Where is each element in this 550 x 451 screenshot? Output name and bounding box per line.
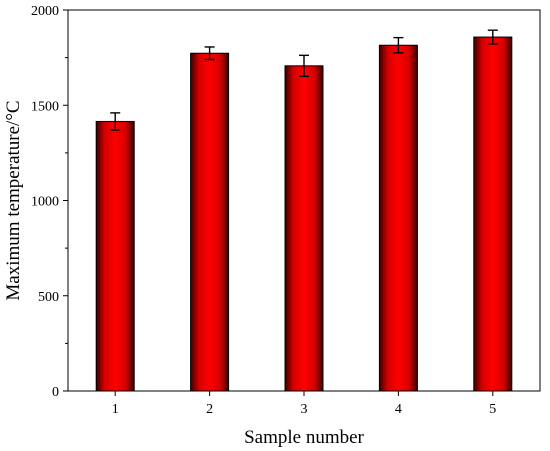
error-bars-layer: [110, 29, 498, 131]
bars-layer: [95, 36, 513, 392]
x-tick-label-4: 4: [395, 402, 402, 417]
y-tick-label-2000: 2000: [31, 4, 59, 19]
bar-2: [190, 52, 230, 392]
x-axis-ticks: 1 2 3 4 5: [112, 391, 496, 417]
x-tick-label-1: 1: [112, 402, 119, 417]
x-tick-label-2: 2: [206, 402, 213, 417]
error-bar-4: [393, 36, 404, 54]
y-axis-ticks: 0 500 1000 1500 2000: [31, 4, 68, 400]
error-bar-1: [110, 112, 121, 131]
y-tick-label-1000: 1000: [31, 195, 59, 210]
y-axis-title: Maximum temperature/°C: [3, 100, 24, 300]
y-tick-label-0: 0: [52, 385, 59, 400]
error-bar-2: [204, 46, 215, 61]
y-tick-label-1500: 1500: [31, 99, 59, 114]
bar-4: [378, 44, 418, 392]
error-bar-5: [487, 29, 498, 45]
error-bar-3: [299, 54, 309, 77]
x-tick-label-3: 3: [301, 402, 308, 417]
bar-5: [473, 36, 513, 392]
y-tick-label-500: 500: [38, 290, 59, 305]
bar-3: [284, 65, 324, 392]
x-axis-title: Sample number: [244, 427, 364, 448]
bar-1: [95, 120, 135, 392]
x-tick-label-5: 5: [489, 402, 496, 417]
